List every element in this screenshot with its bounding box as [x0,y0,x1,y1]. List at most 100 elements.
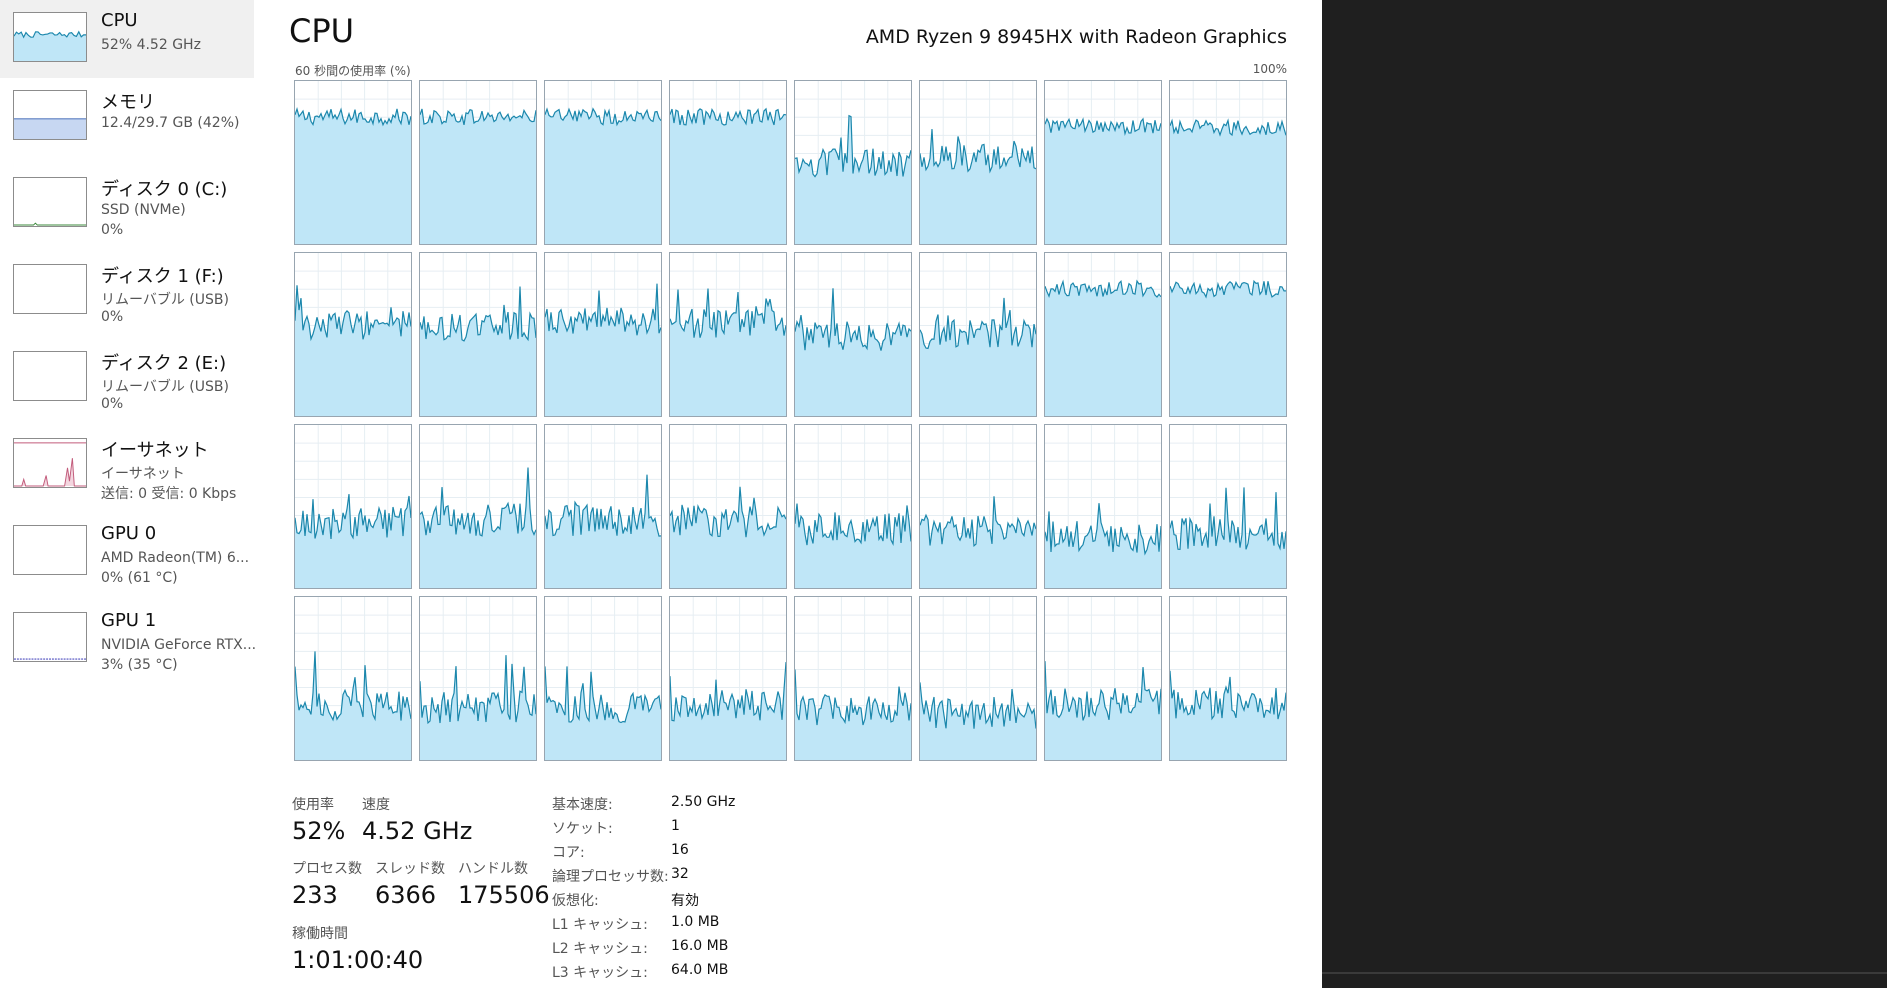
usage-line [1170,118,1286,137]
logical-processor-graph [794,80,912,245]
logical-processor-graph [669,252,787,417]
usage-area [420,467,536,588]
spec-value: 2.50 GHz [671,794,736,810]
logical-processor-graph [419,252,537,417]
usage-line [1045,117,1161,136]
usage-area [1170,281,1286,416]
usage-line [1170,279,1286,299]
processes-label: プロセス数 [292,861,362,877]
usage-line [920,129,1036,174]
usage-line [1170,487,1286,551]
sidebar-item-gpu-1[interactable]: GPU 1 NVIDIA GeForce RTX... 3% (35 °C) [0,600,257,678]
spec-label: 仮想化: [552,893,599,909]
sidebar-item-title: メモリ [101,92,155,113]
logical-processor-graph [669,424,787,589]
gpu-0-thumbnail-graph [13,525,87,575]
uptime-value: 1:01:00:40 [292,946,424,974]
spec-value: 1.0 MB [671,914,720,930]
handles-label: ハンドル数 [458,861,528,877]
logical-processor-graph [919,596,1037,761]
usage-area [295,108,411,244]
sidebar: CPU 52% 4.52 GHz メモリ 12.4/29.7 GB (42%) … [0,0,256,988]
logical-processor-graph [1044,252,1162,417]
usage-area [545,474,661,588]
usage-line [14,30,86,39]
sidebar-item-title: ディスク 2 (E:) [101,353,227,374]
sidebar-item-disk-1[interactable]: ディスク 1 (F:) リムーバブル (USB) 0% [0,252,254,330]
sidebar-item-disk-0[interactable]: ディスク 0 (C:) SSD (NVMe) 0% [0,165,254,243]
sidebar-item-usage: 0% [101,309,124,325]
logical-processor-graph [419,596,537,761]
logical-processor-graph [1044,596,1162,761]
cpu-thumbnail-graph [13,12,87,62]
usage-area [420,655,536,760]
page-title: CPU [289,12,355,50]
usage-line [795,114,911,178]
usage-value: 52% [292,817,346,845]
memory-thumbnail-graph [13,90,87,140]
usage-area [1045,281,1161,416]
usage-line [670,662,786,722]
sidebar-item-disk-2[interactable]: ディスク 2 (E:) リムーバブル (USB) 0% [0,339,254,417]
sidebar-item-detail: AMD Radeon(TM) 6... [101,550,250,566]
sidebar-item-usage: 3% (35 °C) [101,657,178,673]
usage-line [295,285,411,342]
sidebar-item-detail: NVIDIA GeForce RTX... [101,637,257,653]
logical-processor-graph [794,424,912,589]
spec-label: 基本速度: [552,797,613,813]
logical-processor-graph [544,596,662,761]
processes-value: 233 [292,881,338,909]
logical-processor-graph [419,80,537,245]
spec-label: ソケット: [552,821,613,837]
usage-area [1045,118,1161,244]
usage-line [1045,279,1161,298]
logical-processor-graph [294,424,412,589]
spec-value: 16.0 MB [671,938,729,954]
logical-processor-graph [1044,80,1162,245]
handles-value: 175506 [458,881,550,909]
usage-area [420,286,536,416]
spec-label: 論理プロセッサ数: [552,869,669,885]
sidebar-item-detail: イーサネット [101,466,185,482]
logical-processor-graph [294,80,412,245]
usage-line [920,682,1036,729]
logical-processor-graph [919,424,1037,589]
usage-area [545,666,661,760]
speed-value: 4.52 GHz [362,817,473,845]
usage-line [670,107,786,126]
background-window-area [1322,0,1887,988]
logical-processor-graph [669,80,787,245]
sidebar-item-detail: リムーバブル (USB) [101,292,229,308]
sidebar-item-memory[interactable]: メモリ 12.4/29.7 GB (42%) [0,78,254,156]
sidebar-item-usage: 0% [101,222,124,238]
logical-processor-graph [419,424,537,589]
spec-value: 16 [671,842,689,858]
logical-processor-graph-grid [294,80,1289,761]
ethernet-activity-line [14,458,86,487]
sidebar-item-cpu[interactable]: CPU 52% 4.52 GHz [0,0,254,78]
sidebar-item-usage: 0% [101,396,124,412]
usage-area [795,503,911,588]
usage-line [1045,661,1161,721]
usage-area [1170,487,1286,588]
disk-activity-line [14,222,86,226]
usage-area [670,486,786,588]
usage-area [795,669,911,760]
spec-label: L3 キャッシュ: [552,965,648,981]
sidebar-item-gpu-0[interactable]: GPU 0 AMD Radeon(TM) 6... 0% (61 °C) [0,513,254,591]
sidebar-item-detail: SSD (NVMe) [101,202,186,218]
usage-area [920,682,1036,760]
usage-area [920,496,1036,588]
logical-processor-graph [794,596,912,761]
sidebar-item-title: ディスク 0 (C:) [101,179,228,200]
logical-processor-graph [294,596,412,761]
logical-processor-graph [1169,424,1287,589]
sidebar-item-throughput: 送信: 0 受信: 0 Kbps [101,486,237,502]
sidebar-item-ethernet[interactable]: イーサネット イーサネット 送信: 0 受信: 0 Kbps [0,426,254,504]
usage-line [1045,503,1161,556]
background-divider [1322,972,1887,974]
usage-line [545,107,661,127]
usage-area [14,31,86,61]
spec-value: 有効 [671,893,699,909]
gpu-1-thumbnail-graph [13,612,87,662]
